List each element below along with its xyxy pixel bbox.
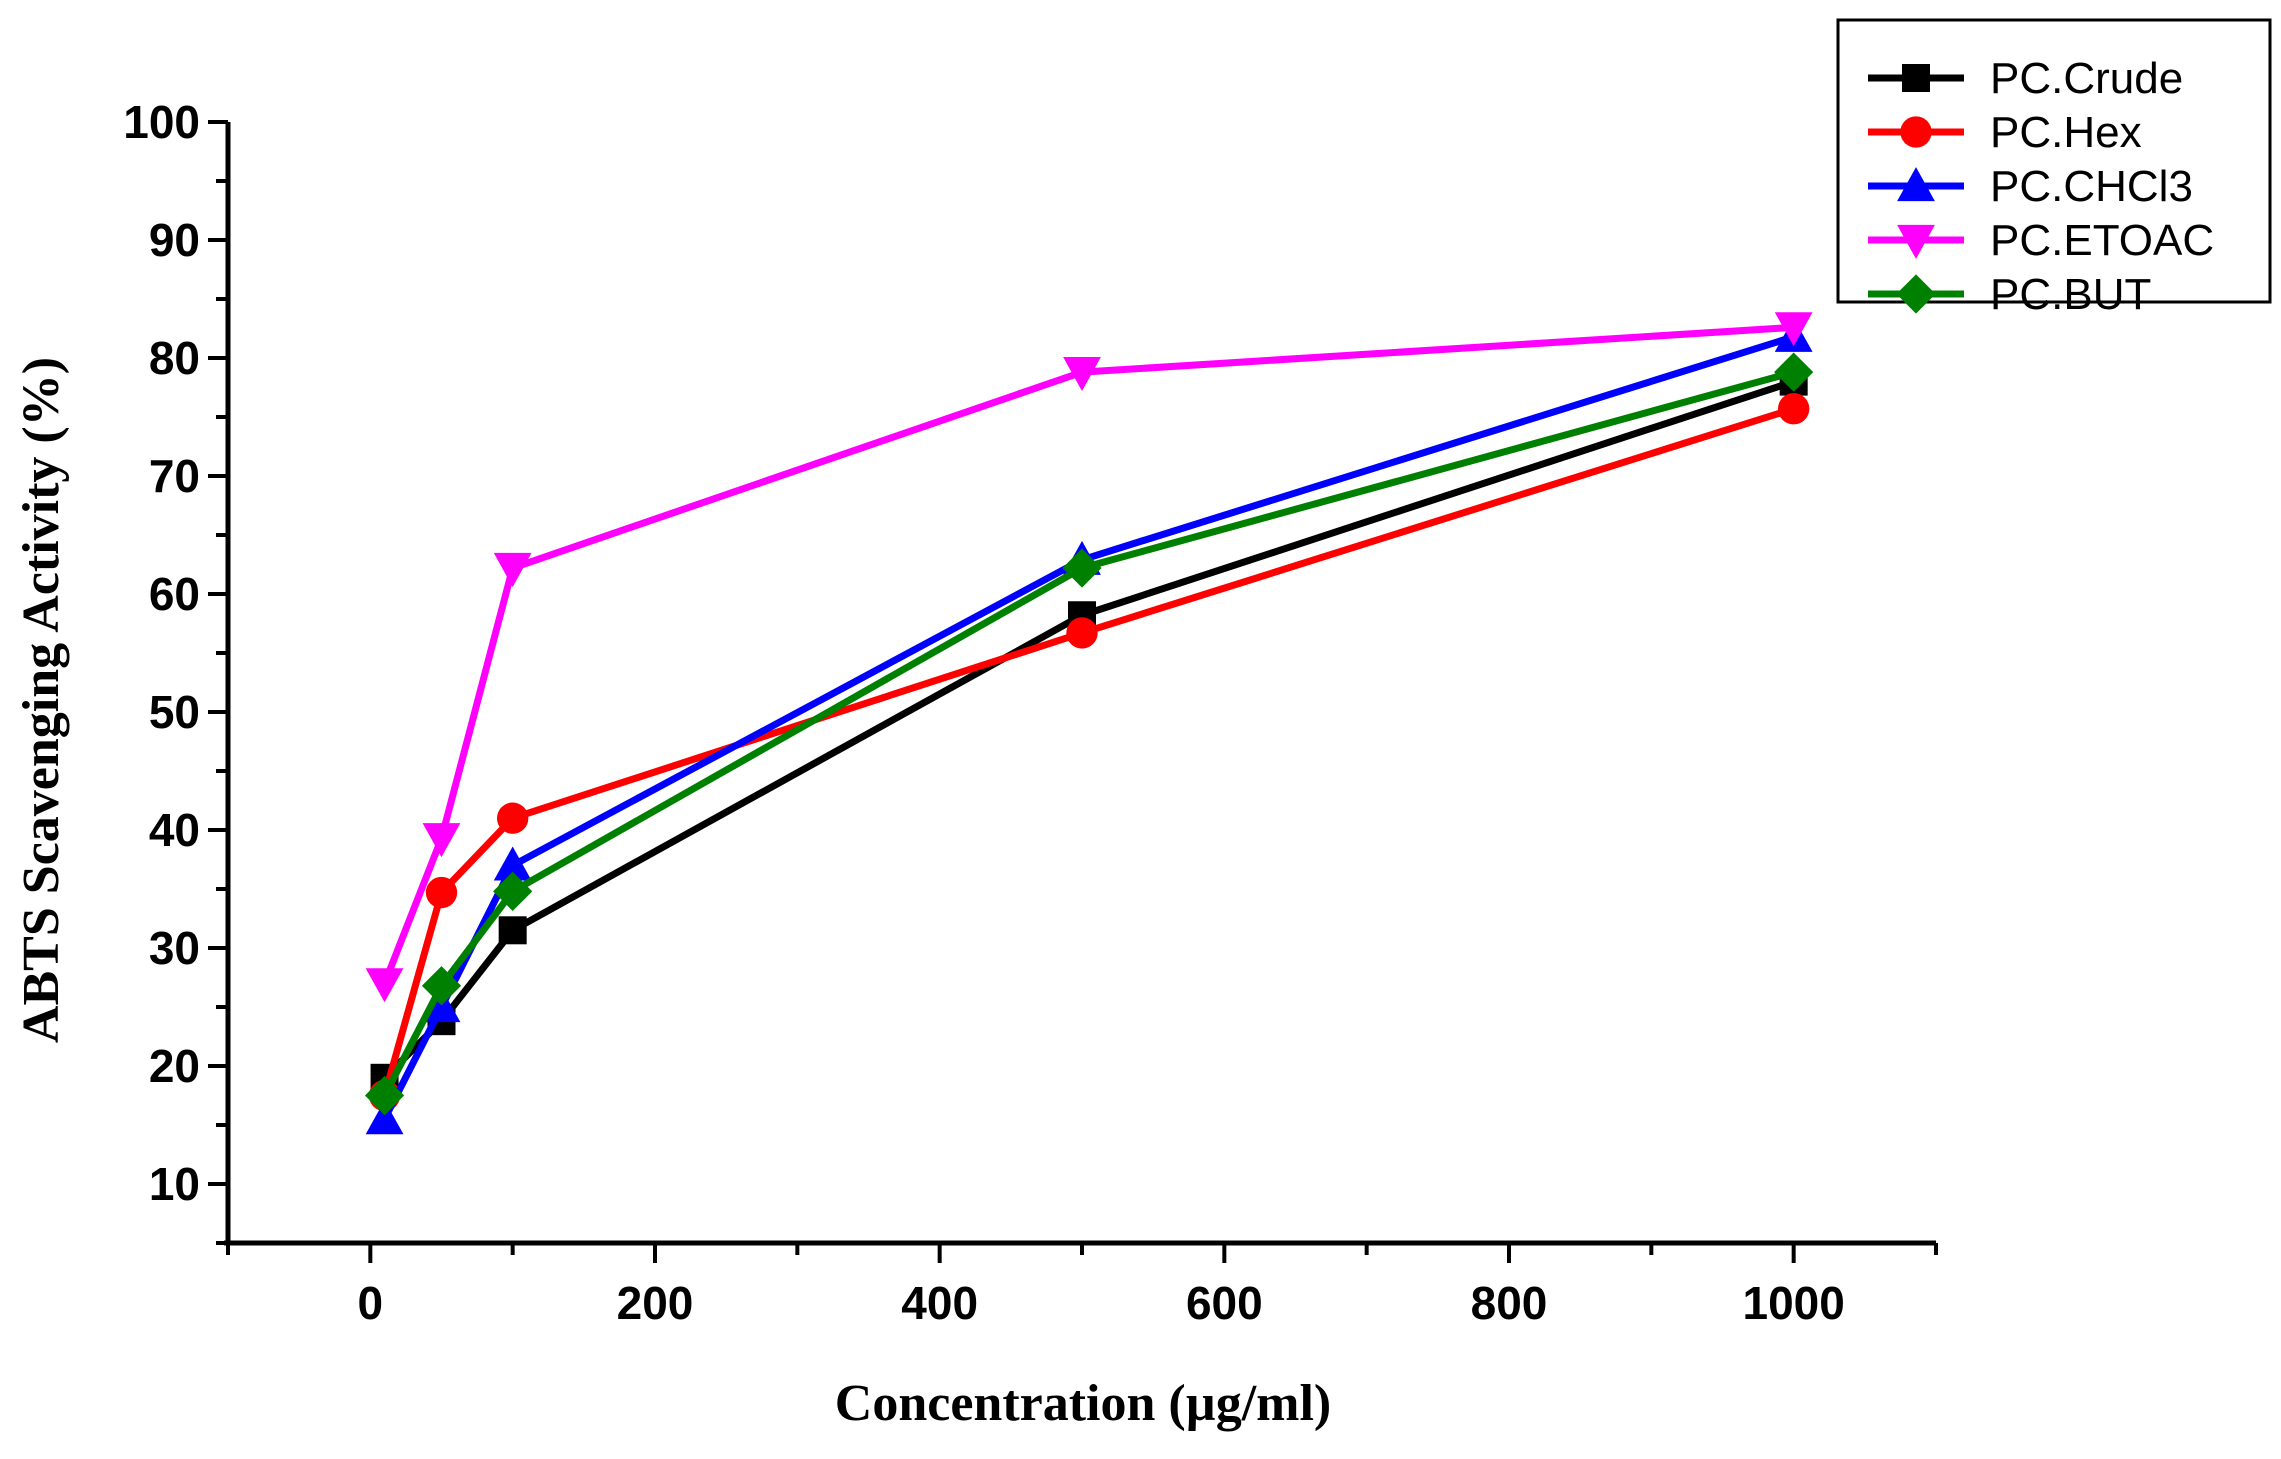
series-pc-chcl3 <box>365 317 1813 1135</box>
y-tick-label: 100 <box>123 96 200 148</box>
series-pc-hex <box>368 393 1810 1112</box>
data-point <box>498 916 527 945</box>
y-tick-label: 60 <box>149 568 200 620</box>
legend-item: PC.Hex <box>1868 108 2142 157</box>
data-point <box>1063 357 1101 392</box>
y-axis-title: ABTS Scavenging Activity (%) <box>13 357 70 1043</box>
legend-item: PC.BUT <box>1868 270 2151 319</box>
data-point <box>1062 548 1102 588</box>
legend-marker <box>1897 167 1935 202</box>
series-pc-etoac <box>365 312 1813 1003</box>
y-tick-label: 10 <box>149 1158 200 1210</box>
y-tick-label: 90 <box>149 214 200 266</box>
series-line <box>381 405 1795 1097</box>
data-point <box>1066 617 1098 649</box>
data-point <box>493 871 533 911</box>
series-pc-crude <box>370 367 1808 1092</box>
legend-marker <box>1896 274 1936 314</box>
y-tick-label: 40 <box>149 804 200 856</box>
legend-marker <box>1902 64 1930 92</box>
y-tick-label: 30 <box>149 922 200 974</box>
series-line <box>382 378 1795 1081</box>
legend-marker <box>1900 116 1932 148</box>
data-point <box>422 823 461 858</box>
x-axis-title: Concentration (µg/ml) <box>835 1375 1331 1432</box>
series-line <box>381 368 1795 1098</box>
data-point <box>1777 393 1810 425</box>
data-point <box>1774 352 1814 392</box>
data-point <box>1774 312 1813 347</box>
x-tick-label: 1000 <box>1742 1277 1844 1329</box>
data-point <box>364 1075 405 1116</box>
legend-label: PC.Hex <box>1990 108 2142 157</box>
legend-label: PC.ETOAC <box>1990 216 2214 265</box>
x-tick-label: 200 <box>617 1277 694 1329</box>
data-point <box>493 552 532 587</box>
x-tick-label: 400 <box>901 1277 978 1329</box>
legend-label: PC.CHCl3 <box>1990 162 2193 211</box>
data-point <box>421 966 462 1006</box>
legend-marker <box>1897 224 1935 259</box>
data-point <box>493 846 532 881</box>
x-tick-label: 800 <box>1471 1277 1548 1329</box>
data-point <box>365 968 404 1003</box>
data-point <box>425 876 458 909</box>
y-tick-label: 80 <box>149 332 200 384</box>
legend: PC.Crude PC.Hex PC.CHCl3 PC.ETOAC PC.BUT <box>1836 18 2272 319</box>
x-tick-label: 600 <box>1186 1277 1263 1329</box>
series-layer <box>364 312 1814 1135</box>
legend-item: PC.CHCl3 <box>1868 162 2193 211</box>
y-tick-label: 20 <box>149 1040 200 1092</box>
y-tick-label: 70 <box>149 450 200 502</box>
data-point <box>365 1100 404 1135</box>
series-pc-but <box>364 352 1814 1116</box>
x-tick-label: 0 <box>358 1277 384 1329</box>
legend-label: PC.BUT <box>1990 270 2151 319</box>
legend-item: PC.ETOAC <box>1868 216 2214 265</box>
legend-label: PC.Crude <box>1990 54 2183 103</box>
legend-item: PC.Crude <box>1868 54 2183 103</box>
y-tick-label: 50 <box>149 686 200 738</box>
data-point <box>496 802 529 834</box>
